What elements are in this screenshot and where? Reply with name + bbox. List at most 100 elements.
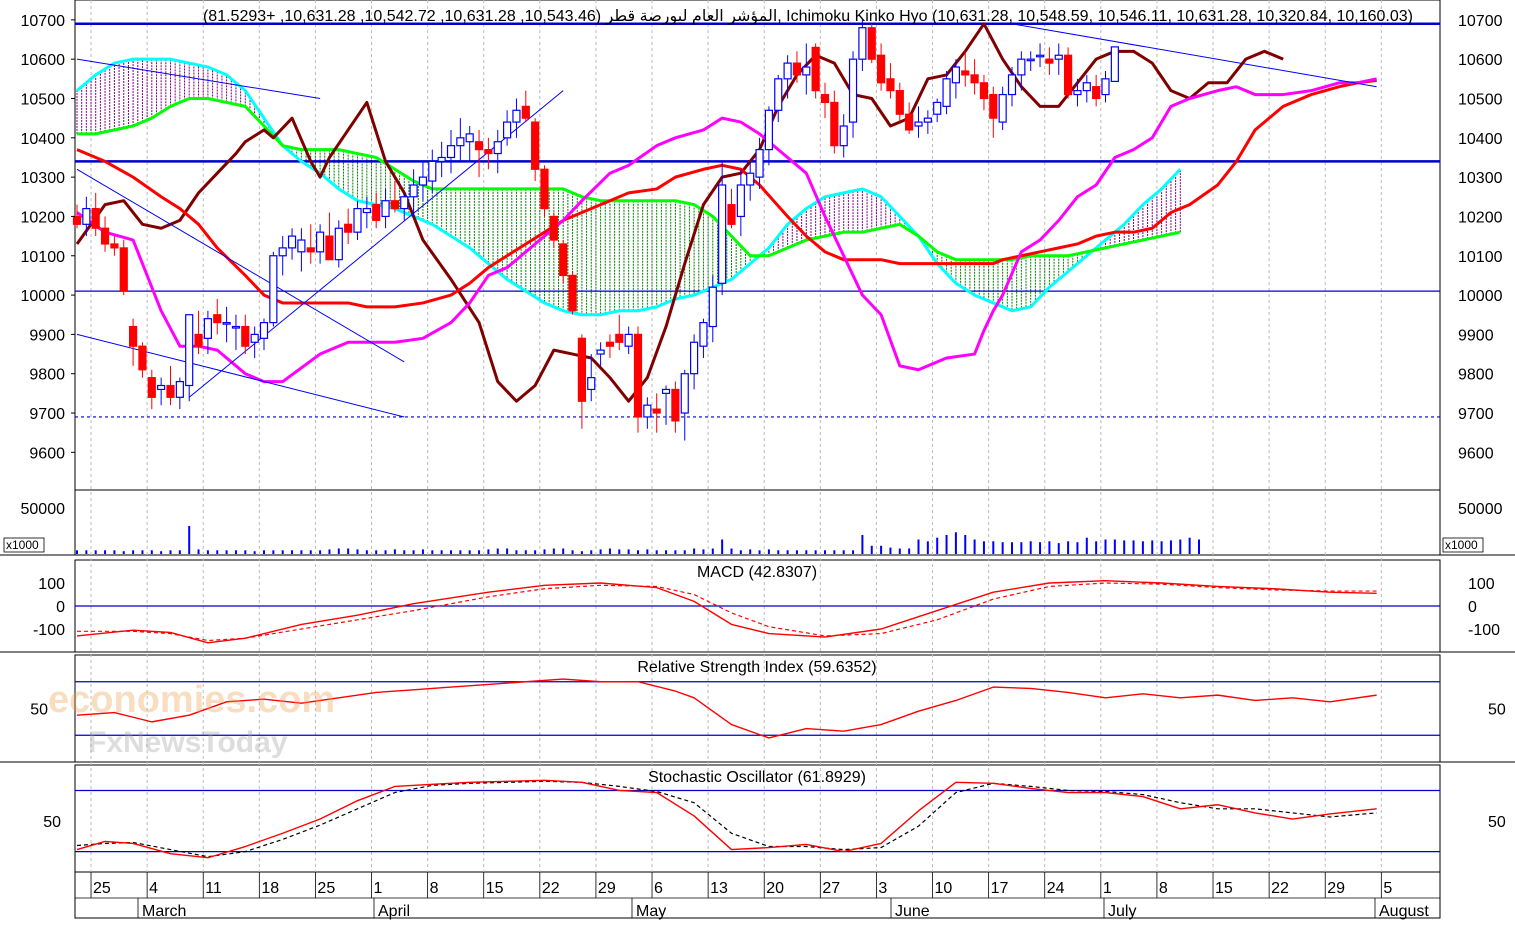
candle-body [287, 235, 297, 249]
panel-frame-xaxis [74, 871, 1441, 919]
trendline [76, 168, 405, 363]
candle-body [437, 156, 446, 163]
candle-body [428, 160, 437, 182]
y-tick-label-right: 9700 [1458, 406, 1494, 423]
candle-body [194, 333, 203, 347]
y-tick-label-left: 9600 [29, 445, 65, 462]
candle-body [736, 184, 745, 218]
x-month-label: August [1379, 903, 1429, 920]
candle-body [680, 373, 689, 414]
x-day-label: 6 [654, 880, 663, 897]
candle-body [72, 215, 82, 225]
candle-body [961, 70, 970, 76]
volume-unit-box-right [1442, 537, 1484, 553]
tenkan-sen-line [76, 77, 1377, 384]
candle-body [334, 227, 343, 261]
candle-body [82, 207, 91, 225]
y-tick-label-right: 10600 [1458, 52, 1503, 69]
senkou-span-a-line [77, 96, 1181, 262]
y-tick-label-left: 9800 [29, 367, 65, 384]
x-day-label: 10 [935, 880, 953, 897]
rsi-tick-right: 50 [1488, 702, 1506, 719]
candle-body [474, 141, 484, 151]
candle-body [998, 93, 1007, 123]
candle-body [727, 204, 736, 225]
candle-body [811, 46, 820, 92]
macd-title: MACD (42.8307) [697, 564, 817, 581]
x-day-label: 3 [878, 880, 887, 897]
panel-frame-vol [74, 489, 1441, 556]
candle-body [138, 345, 147, 371]
candle-body [905, 113, 914, 131]
candle-body [989, 93, 998, 119]
candle-body [605, 341, 615, 347]
rsi-title: Relative Strength Index (59.6352) [637, 659, 876, 676]
candle-body [1045, 58, 1054, 64]
candle-body [147, 377, 156, 398]
x-day-label: 17 [991, 880, 1009, 897]
candle-body [540, 168, 549, 210]
y-tick-label-right: 10300 [1458, 170, 1503, 187]
x-day-label: 20 [766, 880, 784, 897]
candle-body [802, 66, 811, 76]
candle-body [615, 333, 624, 343]
candle-body [1063, 54, 1073, 96]
watermark-line2: FxNewsToday [88, 726, 288, 759]
candle-body [895, 90, 904, 115]
candle-body [1035, 54, 1045, 58]
candle-body [381, 200, 390, 218]
candle-body [671, 388, 680, 422]
x-day-label: 11 [205, 880, 222, 897]
trendline [76, 58, 321, 99]
volume-unit-label-left: x1000 [6, 538, 39, 552]
x-day-label: 27 [822, 880, 840, 897]
candle-body [1092, 86, 1101, 100]
x-day-label: 1 [1103, 880, 1112, 897]
trendline [1011, 23, 1377, 88]
x-month-label: March [142, 903, 186, 920]
candle-body [166, 384, 175, 398]
candle-body [306, 247, 315, 253]
chikou-span-line [75, 22, 1284, 403]
candle-body [175, 380, 184, 398]
candle-body [830, 101, 839, 147]
candle-body [503, 121, 512, 139]
candle-body [689, 341, 699, 375]
stoch-k-line [76, 779, 1377, 859]
candle-body [409, 184, 418, 198]
x-month-label: April [378, 903, 410, 920]
candle-body [596, 349, 605, 355]
x-day-label: 4 [149, 880, 158, 897]
y-tick-label-left: 10300 [21, 170, 66, 187]
candle-body [456, 137, 465, 147]
candle-body [764, 109, 774, 151]
candle-body [755, 149, 764, 178]
y-tick-label-right: 10400 [1458, 131, 1503, 148]
candle-body [110, 243, 119, 249]
candle-body [633, 333, 643, 418]
candle-body [643, 404, 652, 418]
candle-body [353, 207, 362, 233]
candle-body [418, 176, 428, 186]
candle-body [521, 105, 530, 119]
candle-body [446, 145, 456, 159]
volume-bars [76, 526, 1200, 554]
y-tick-label-left: 10200 [21, 209, 66, 226]
candle-body [269, 255, 278, 324]
candle-body [858, 27, 867, 60]
candle-body [100, 227, 110, 245]
grid-lines [90, 0, 1382, 872]
candle-body [839, 125, 848, 147]
x-month-label: July [1108, 903, 1136, 920]
x-day-label: 18 [261, 880, 279, 897]
macd-tick-right: 100 [1468, 576, 1495, 593]
candle-body [372, 204, 381, 221]
candle-body [587, 377, 596, 391]
y-tick-label-right: 10100 [1458, 249, 1503, 266]
candle-body [914, 121, 923, 127]
candle-body [708, 286, 717, 328]
y-tick-label-left: 9700 [29, 406, 65, 423]
macd-signal-line [77, 582, 1377, 642]
